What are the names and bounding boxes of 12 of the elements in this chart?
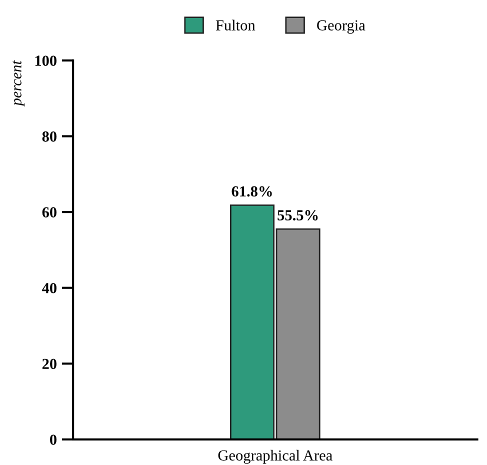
data-label: 55.5%	[278, 210, 318, 220]
y-tick-label: 60	[42, 207, 56, 218]
y-tick-label: 80	[42, 131, 56, 142]
legend-label: Georgia	[317, 20, 366, 34]
x-axis-title: Geographical Area	[218, 450, 332, 464]
y-tick-label: 100	[35, 56, 56, 66]
y-axis-title: percent	[12, 60, 25, 107]
legend-label: Fulton	[216, 20, 256, 30]
y-tick-label: 20	[42, 358, 56, 370]
data-label: 61.8%	[232, 186, 272, 197]
y-tick-label: 0	[50, 434, 56, 445]
y-tick-label: 40	[42, 282, 56, 294]
